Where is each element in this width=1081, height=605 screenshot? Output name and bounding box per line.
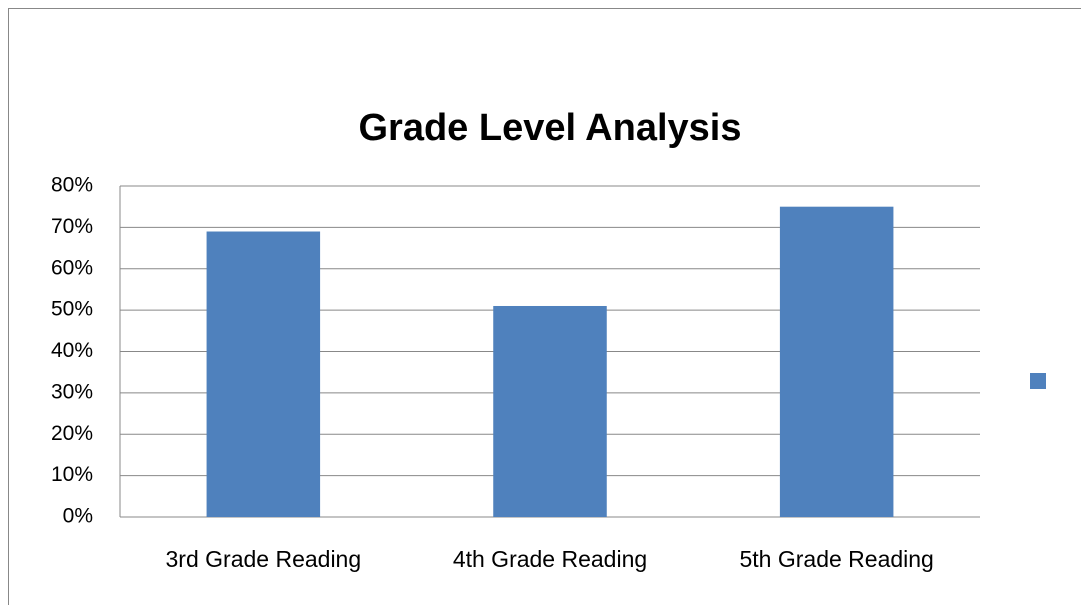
y-tick-label: 0% [63,505,93,528]
bar [206,231,321,517]
x-tick-label: 3rd Grade Reading [166,546,362,572]
y-tick-label: 20% [51,422,93,445]
y-tick-label: 70% [51,215,93,238]
y-tick-label: 80% [51,174,93,197]
x-tick-label: 5th Grade Reading [739,546,933,572]
y-tick-label: 40% [51,339,93,362]
chart-title: Grade Level Analysis [358,107,741,149]
bar [779,206,894,517]
legend-marker [1030,373,1046,389]
chart-frame [8,8,1081,605]
y-tick-label: 30% [51,380,93,403]
bar [493,305,607,517]
y-tick-label: 60% [51,256,93,279]
y-tick-label: 10% [51,463,93,486]
y-tick-label: 50% [51,298,93,321]
x-tick-label: 4th Grade Reading [453,546,647,572]
